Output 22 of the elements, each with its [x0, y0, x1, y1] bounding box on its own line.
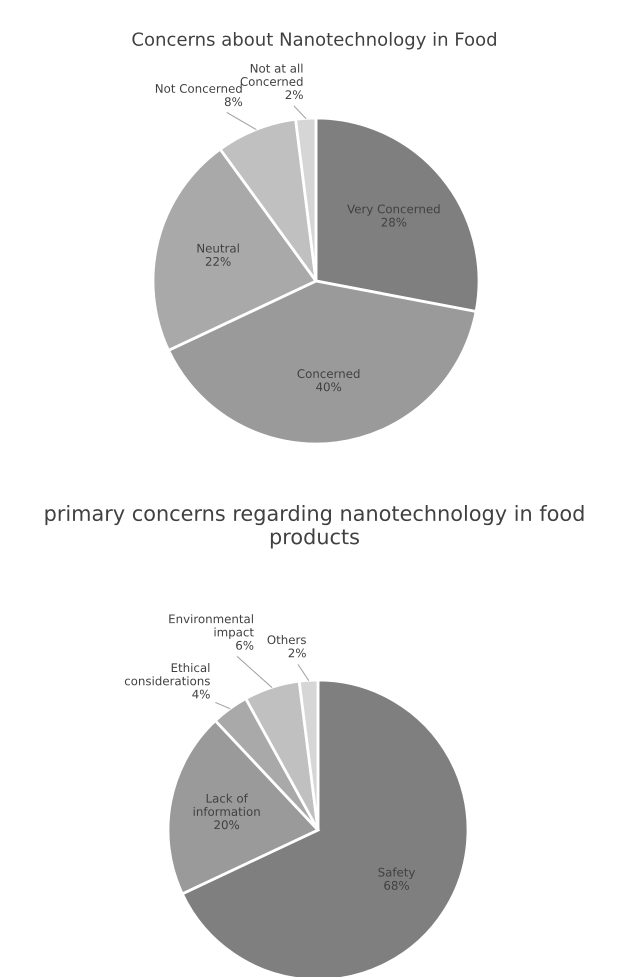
- data-label: 28%: [382, 218, 406, 227]
- slice-label: Environmental impact: [169, 614, 254, 639]
- slice-label: Very Concerned: [347, 204, 440, 216]
- slice-label: Lack of information: [194, 794, 260, 816]
- data-label: 40%: [316, 382, 342, 392]
- data-label: 2%: [286, 90, 303, 100]
- slice-label: Ethical considerations: [124, 663, 210, 686]
- data-label: 2%: [288, 648, 306, 658]
- data-label: 4%: [192, 690, 210, 699]
- slice-label: Not at all Concerned: [240, 64, 302, 86]
- slice-label: Safety: [378, 868, 416, 879]
- data-label: 20%: [214, 820, 240, 830]
- slice-label: Concerned: [298, 368, 360, 378]
- data-label: 8%: [224, 97, 242, 106]
- chart-title: Concerns about Nanotechnology in Food: [132, 32, 496, 50]
- slice-label: Not Concerned: [156, 84, 242, 93]
- data-label: 68%: [384, 880, 409, 890]
- slice-label: Neutral: [197, 244, 239, 253]
- slice-label: Others: [268, 635, 306, 644]
- chart-title: primary concerns regarding nanotechnology in food products: [46, 505, 584, 548]
- data-label: 6%: [236, 640, 254, 650]
- data-label: 22%: [206, 256, 231, 266]
